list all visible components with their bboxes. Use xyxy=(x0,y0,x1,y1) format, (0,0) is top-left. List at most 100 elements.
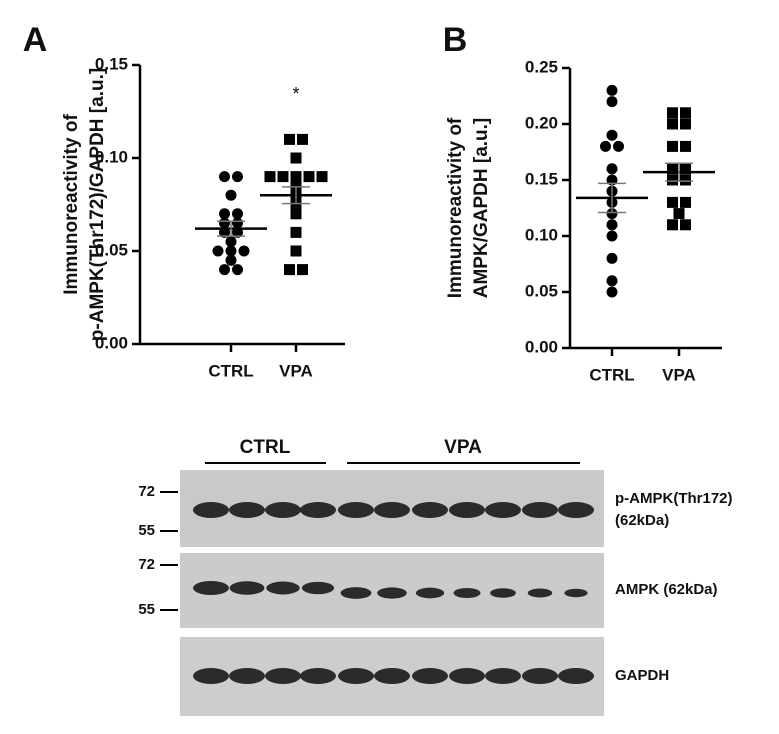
data-point xyxy=(290,245,302,257)
data-point xyxy=(606,230,618,242)
data-point xyxy=(667,118,678,130)
blot-band xyxy=(377,587,407,599)
data-point xyxy=(606,286,618,298)
blot-band xyxy=(338,668,374,684)
mw-marker: 72 xyxy=(138,483,155,500)
significance: * xyxy=(292,84,299,104)
data-point xyxy=(290,171,302,183)
data-point xyxy=(290,208,302,220)
blot-band xyxy=(340,587,372,599)
blot-band xyxy=(527,588,553,598)
data-point xyxy=(297,133,308,145)
y-axis-label: Immunoreactivity of xyxy=(61,114,82,295)
data-point xyxy=(277,171,289,183)
data-point xyxy=(290,152,302,164)
blot-band xyxy=(522,502,558,518)
data-point xyxy=(600,140,611,152)
band-label: GAPDH xyxy=(615,667,669,684)
data-point xyxy=(673,208,685,220)
data-point xyxy=(219,208,230,220)
data-point xyxy=(238,245,250,257)
data-point xyxy=(219,171,230,183)
data-point xyxy=(606,129,618,141)
data-point xyxy=(606,96,618,108)
data-point xyxy=(219,264,230,276)
data-point xyxy=(667,107,678,119)
mw-marker: 72 xyxy=(138,556,155,573)
band-label: AMPK (62kDa) xyxy=(615,581,718,598)
x-tick-label: CTRL xyxy=(208,361,253,380)
blot-band xyxy=(490,588,516,598)
data-point xyxy=(606,252,618,264)
blot-band xyxy=(229,668,265,684)
blot-band xyxy=(301,581,335,595)
data-point xyxy=(297,264,308,276)
blot-band xyxy=(374,668,410,684)
data-point xyxy=(680,140,691,152)
data-point xyxy=(212,245,224,257)
data-point xyxy=(290,180,302,192)
data-point xyxy=(680,219,691,231)
blot-band xyxy=(412,668,448,684)
data-point xyxy=(232,217,243,229)
y-tick-label: 0.20 xyxy=(525,113,558,132)
blot-band xyxy=(558,502,594,518)
data-point xyxy=(606,275,618,287)
data-point xyxy=(606,219,618,231)
blot-band xyxy=(558,668,594,684)
data-point xyxy=(606,208,618,220)
blot-band xyxy=(229,581,265,595)
blot-band xyxy=(564,588,588,598)
y-tick-label: 0.15 xyxy=(95,54,128,73)
data-point xyxy=(606,163,618,175)
y-tick-label: 0.10 xyxy=(525,225,558,244)
y-axis-label: Immunoreactivity of xyxy=(445,117,466,298)
data-point xyxy=(219,217,230,229)
group-label: VPA xyxy=(444,437,482,458)
blot-band xyxy=(412,502,448,518)
data-point xyxy=(667,140,678,152)
y-tick-label: 0.05 xyxy=(95,240,128,259)
blot-band xyxy=(193,502,229,518)
data-point xyxy=(680,196,691,208)
data-point xyxy=(232,171,243,183)
data-point xyxy=(225,245,237,257)
data-point xyxy=(680,174,691,186)
blot-band xyxy=(485,668,521,684)
blot-band xyxy=(485,502,521,518)
blot-band xyxy=(522,668,558,684)
data-point xyxy=(290,199,302,210)
data-point xyxy=(606,84,618,96)
mw-marker: 55 xyxy=(138,522,155,539)
blot-band xyxy=(193,581,229,595)
y-tick-label: 0.25 xyxy=(525,57,558,76)
mw-marker: 55 xyxy=(138,601,155,618)
data-point xyxy=(232,264,243,276)
y-tick-label: 0.00 xyxy=(95,333,128,352)
blot-band xyxy=(338,502,374,518)
panel-letter: A xyxy=(23,21,48,59)
data-point xyxy=(316,171,328,183)
data-point xyxy=(225,236,237,248)
x-tick-label: VPA xyxy=(279,361,313,380)
blot-band xyxy=(229,502,265,518)
blot-band xyxy=(449,502,485,518)
y-tick-label: 0.00 xyxy=(525,337,558,356)
band-label: p-AMPK(Thr172) xyxy=(615,490,733,507)
data-point xyxy=(667,174,678,186)
blot-band xyxy=(265,668,301,684)
y-axis-label: AMPK/GAPDH [a.u.] xyxy=(471,118,492,299)
data-point xyxy=(680,118,691,130)
data-point xyxy=(680,107,691,119)
band-label: (62kDa) xyxy=(615,512,669,529)
data-point xyxy=(667,196,678,208)
y-tick-label: 0.05 xyxy=(525,281,558,300)
data-point xyxy=(303,171,315,183)
data-point xyxy=(284,264,295,276)
x-tick-label: CTRL xyxy=(589,365,634,384)
blot-band xyxy=(300,502,336,518)
y-axis-label: p-AMPK(Thr172)/GAPDH [a.u.] xyxy=(87,68,108,341)
blot-band xyxy=(300,668,336,684)
y-tick-label: 0.15 xyxy=(525,169,558,188)
